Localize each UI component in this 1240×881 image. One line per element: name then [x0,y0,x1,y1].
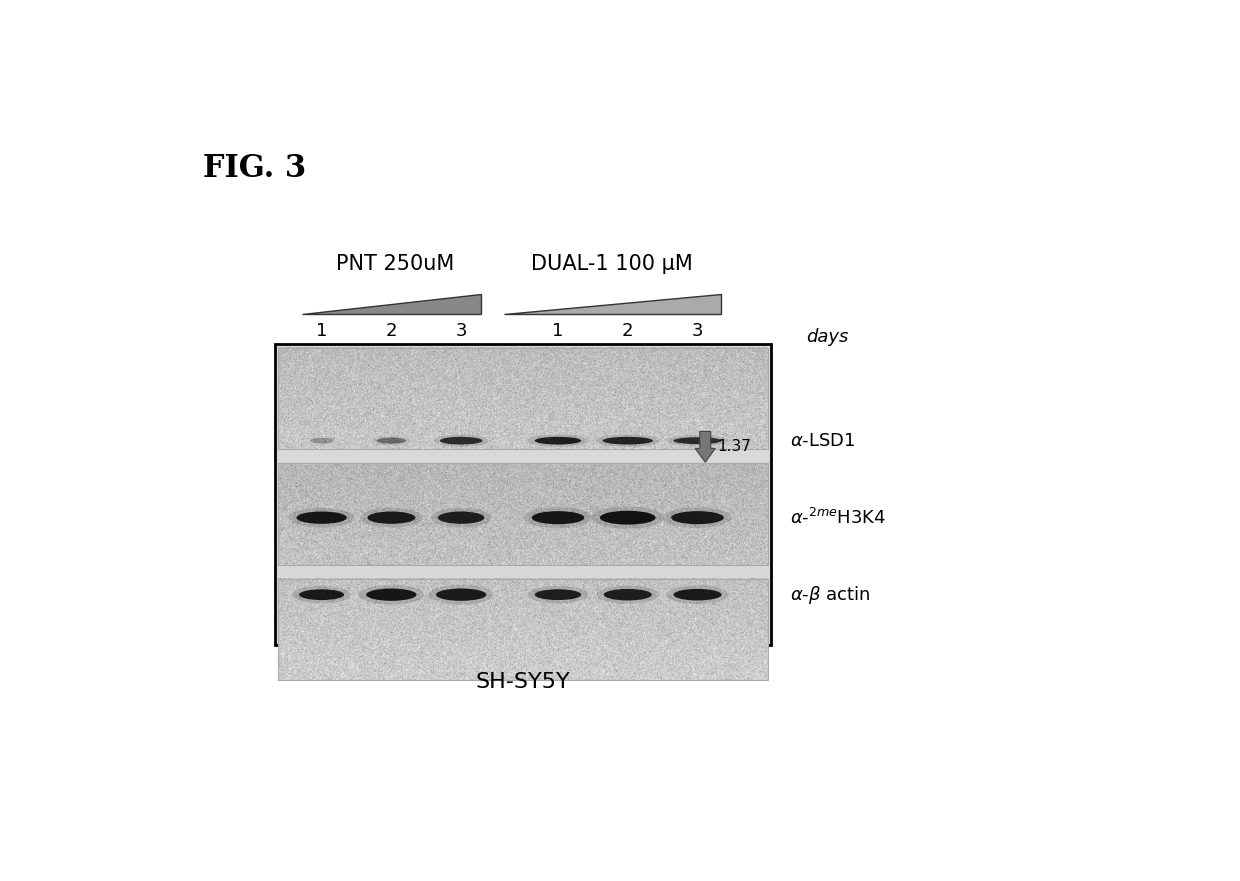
Text: 1: 1 [552,322,564,339]
Text: 2: 2 [622,322,634,339]
Text: DUAL-1 100 μM: DUAL-1 100 μM [532,254,693,274]
Ellipse shape [534,437,582,445]
Polygon shape [303,294,481,314]
Ellipse shape [360,507,423,528]
Ellipse shape [432,507,491,528]
Ellipse shape [438,512,485,524]
Text: FIG. 3: FIG. 3 [203,153,306,184]
Polygon shape [503,294,720,314]
Bar [275,344,771,645]
Polygon shape [696,432,715,463]
Text: $\alpha$-$^{2me}$H3K4: $\alpha$-$^{2me}$H3K4 [791,507,887,528]
Ellipse shape [440,437,482,445]
Ellipse shape [591,507,665,529]
Ellipse shape [673,589,722,601]
Ellipse shape [310,438,334,443]
Ellipse shape [358,585,424,604]
Ellipse shape [673,437,722,444]
Text: days: days [806,328,848,345]
Ellipse shape [534,589,582,600]
Text: $\alpha$-LSD1: $\alpha$-LSD1 [791,432,856,449]
Text: $\alpha$-$\beta$ actin: $\alpha$-$\beta$ actin [791,584,870,605]
Ellipse shape [366,589,417,601]
Ellipse shape [603,437,653,445]
Ellipse shape [671,511,724,524]
Bar [278,347,768,449]
Ellipse shape [666,586,729,603]
Ellipse shape [600,511,656,524]
Ellipse shape [289,507,355,528]
Ellipse shape [436,589,486,601]
Ellipse shape [377,438,407,444]
Text: PNT 250uM: PNT 250uM [336,254,454,274]
Ellipse shape [367,512,415,524]
Ellipse shape [595,434,661,447]
Bar [278,579,768,680]
Text: 1.37: 1.37 [718,440,751,455]
Ellipse shape [434,434,489,447]
Ellipse shape [372,436,410,446]
Text: 1: 1 [316,322,327,339]
Ellipse shape [299,589,345,600]
Text: 3: 3 [455,322,467,339]
Ellipse shape [428,585,494,604]
Ellipse shape [528,434,588,447]
Ellipse shape [293,586,351,603]
Ellipse shape [523,507,593,528]
Ellipse shape [604,589,652,601]
Ellipse shape [666,435,729,446]
Bar [278,463,768,565]
Text: SH-SY5Y: SH-SY5Y [476,671,570,692]
Ellipse shape [596,586,658,603]
Ellipse shape [663,507,732,528]
Ellipse shape [528,586,588,603]
Ellipse shape [532,511,584,524]
Ellipse shape [296,512,347,524]
Text: 2: 2 [386,322,397,339]
Text: 3: 3 [692,322,703,339]
